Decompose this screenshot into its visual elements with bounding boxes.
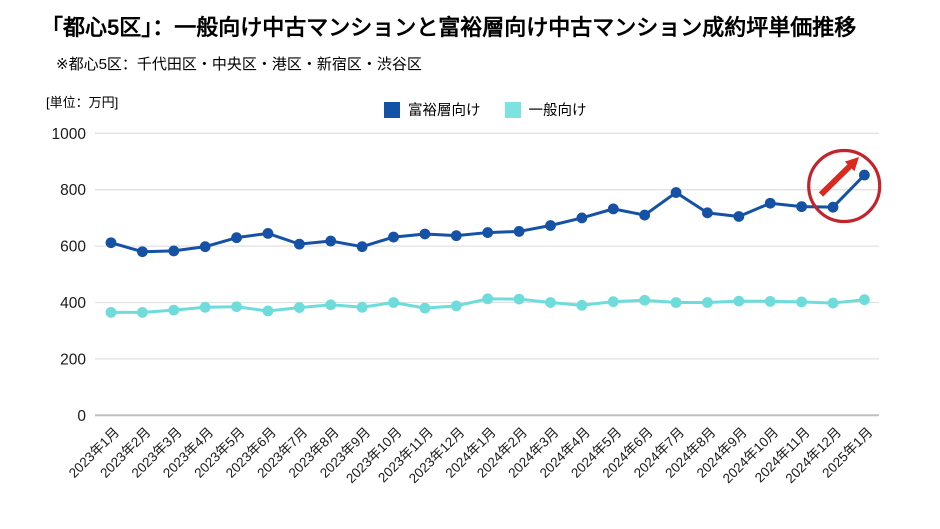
data-point-general (796, 296, 808, 308)
data-point-general (388, 297, 399, 308)
data-point-general (607, 296, 619, 308)
data-point-general (231, 301, 242, 313)
highlight-arrow-head (844, 157, 859, 172)
data-point-wealthy (293, 238, 305, 250)
data-point-general (419, 302, 431, 314)
data-point-general (325, 299, 337, 311)
legend-item-general: 一般向け (504, 99, 587, 120)
data-point-wealthy (859, 169, 870, 181)
data-point-wealthy (639, 209, 651, 221)
y-axis-label: 400 (60, 295, 86, 312)
data-point-general (576, 299, 588, 311)
data-point-general (827, 297, 839, 309)
data-point-wealthy (670, 187, 682, 198)
y-axis-label: 200 (60, 351, 86, 368)
legend-swatch-general (504, 101, 521, 118)
data-point-wealthy (764, 197, 776, 209)
page-title: 「都心5区」：一般向け中古マンションと富裕層向け中古マンション成約坪単価推移 (41, 15, 857, 40)
data-point-wealthy (450, 230, 462, 242)
data-point-wealthy (702, 207, 713, 219)
legend-label-general: 一般向け (528, 103, 587, 119)
legend-item-wealthy: 富裕層向け (384, 99, 481, 120)
data-point-wealthy (388, 231, 399, 243)
data-point-general (639, 294, 651, 306)
data-point-wealthy (827, 201, 839, 213)
data-point-general (670, 297, 682, 308)
data-point-wealthy (136, 246, 148, 258)
data-point-general (105, 306, 117, 318)
chart-subtitle: ※都心5区：千代田区・中央区・港区・新宿区・渋谷区 (56, 56, 422, 73)
unit-label: [単位：万円] (46, 95, 119, 110)
data-point-wealthy (796, 201, 808, 213)
chart-legend: 富裕層向け 一般向け (384, 99, 587, 120)
data-point-general (482, 293, 494, 305)
data-point-wealthy (513, 226, 525, 237)
y-axis-label: 1000 (52, 126, 87, 143)
data-point-wealthy (607, 203, 619, 215)
data-point-wealthy (356, 241, 368, 253)
y-axis-label: 800 (60, 182, 86, 199)
data-point-general (168, 304, 180, 316)
data-point-general (450, 300, 462, 312)
data-point-general (293, 302, 305, 313)
y-axis-label: 600 (60, 239, 86, 256)
data-point-general (513, 293, 525, 305)
data-point-general (702, 297, 713, 308)
data-point-general (859, 294, 870, 306)
data-point-wealthy (231, 232, 242, 244)
y-axis-label: 0 (77, 408, 86, 425)
legend-label-wealthy: 富裕層向け (408, 103, 481, 119)
data-point-wealthy (419, 228, 431, 240)
data-point-wealthy (168, 245, 180, 257)
data-point-wealthy (199, 241, 211, 253)
highlight-circle (807, 148, 882, 224)
data-point-general (262, 305, 274, 317)
series-line-wealthy (110, 173, 866, 254)
data-point-wealthy (576, 212, 588, 224)
data-point-general (764, 295, 776, 307)
data-point-wealthy (482, 227, 494, 238)
data-point-wealthy (733, 211, 745, 222)
data-point-wealthy (325, 235, 337, 247)
data-point-wealthy (105, 237, 117, 249)
data-point-general (356, 301, 368, 313)
data-point-wealthy (262, 228, 274, 239)
legend-swatch-wealthy (384, 101, 400, 118)
data-point-wealthy (545, 220, 556, 231)
data-point-general (136, 306, 148, 318)
data-point-general (733, 295, 745, 307)
data-point-general (545, 297, 556, 308)
highlight-arrow (818, 163, 853, 197)
data-point-general (199, 301, 211, 313)
